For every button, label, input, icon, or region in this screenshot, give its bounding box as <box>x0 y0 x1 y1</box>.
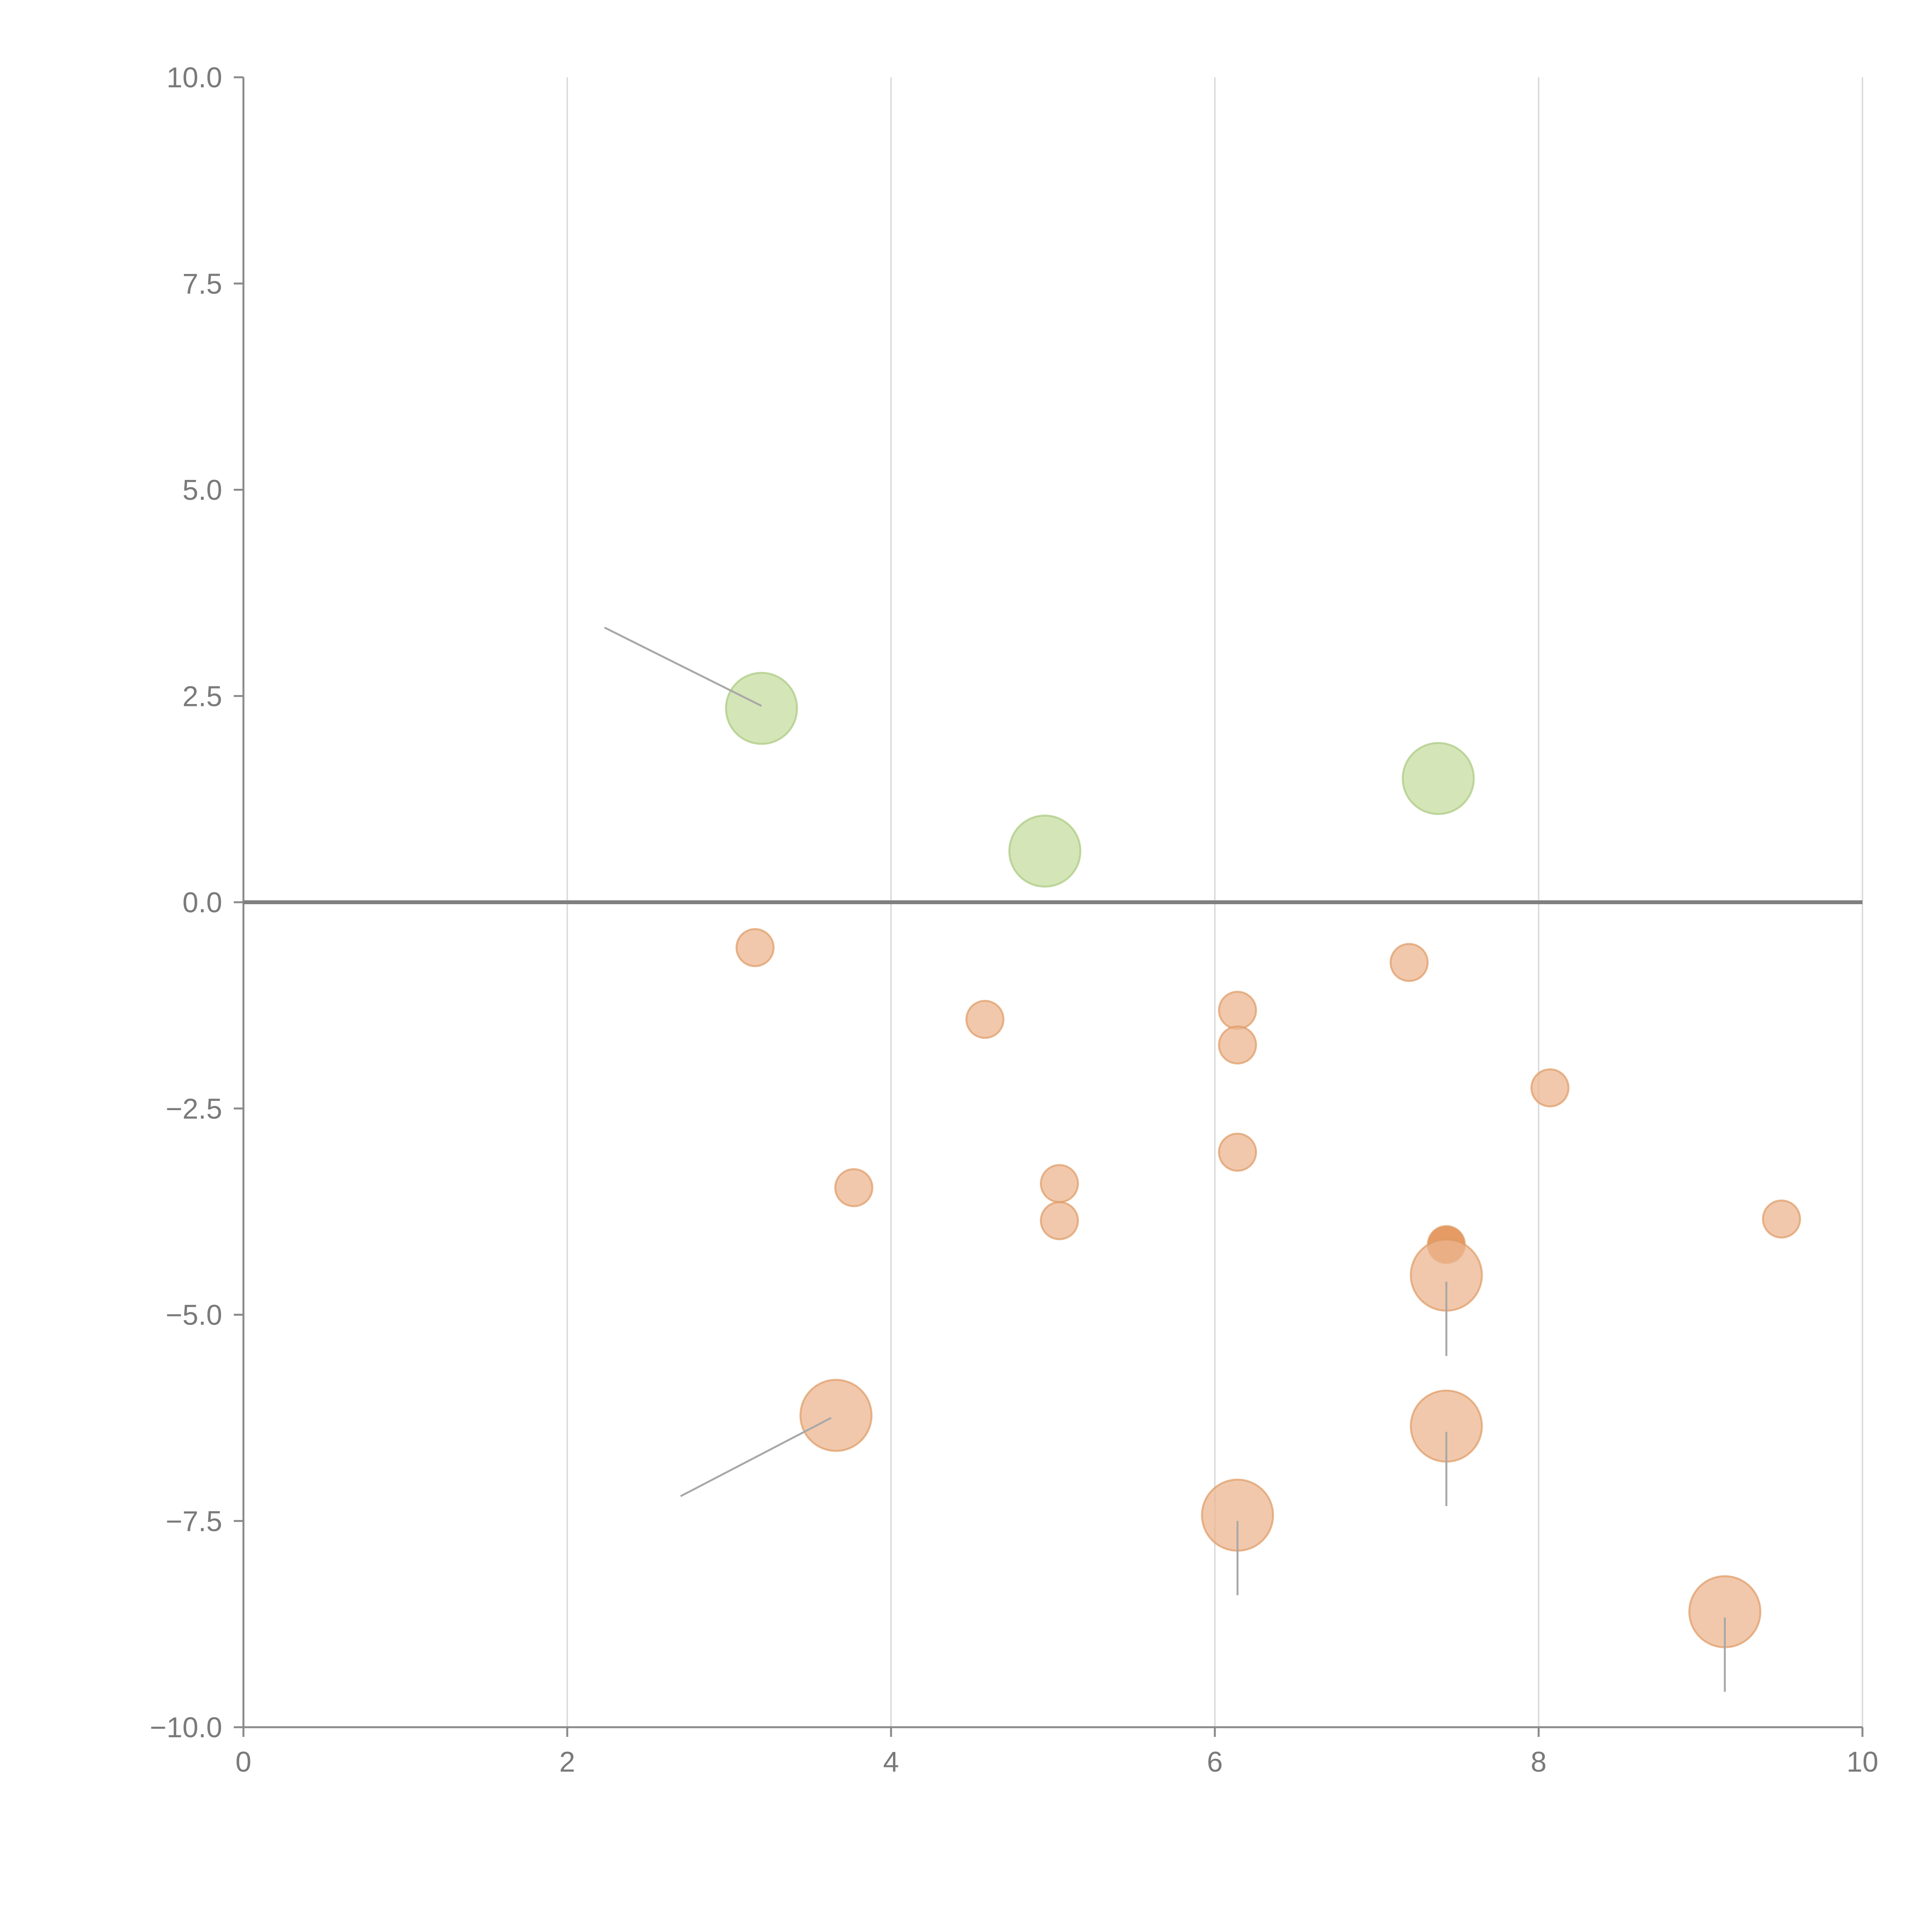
y-tick-label: 0.0 <box>182 886 222 918</box>
negative-point <box>1530 1068 1570 1107</box>
negative-point <box>799 1379 873 1452</box>
point-layer <box>725 672 1801 1648</box>
positive-point <box>1401 742 1475 815</box>
negative-point <box>1040 1201 1079 1240</box>
x-tick-label: 6 <box>1207 1746 1223 1778</box>
y-tick-label: 2.5 <box>182 680 222 712</box>
y-tick-label: −10.0 <box>150 1711 222 1743</box>
positive-point <box>725 672 798 745</box>
negative-point <box>1218 991 1257 1030</box>
negative-point <box>735 928 775 967</box>
x-tick-label: 0 <box>235 1746 251 1778</box>
y-tick-label: −2.5 <box>166 1093 222 1125</box>
x-tick-label: 2 <box>559 1746 575 1778</box>
y-tick-label: 7.5 <box>182 268 222 300</box>
y-tick-label: 5.0 <box>182 474 222 506</box>
x-tick-label: 8 <box>1531 1746 1546 1778</box>
negative-point <box>965 1000 1005 1039</box>
y-tick-label: 10.0 <box>167 61 222 94</box>
negative-point <box>1040 1164 1079 1203</box>
axis-layer <box>234 76 1864 1737</box>
negative-point <box>834 1168 874 1208</box>
positive-point <box>1008 815 1082 888</box>
negative-point <box>1389 943 1429 982</box>
annotation-leader-line <box>604 626 762 707</box>
x-tick-label: 4 <box>883 1746 899 1778</box>
y-tick-label: −7.5 <box>166 1505 222 1537</box>
x-tick-label: 10 <box>1847 1746 1878 1778</box>
y-tick-label: −5.0 <box>166 1299 222 1331</box>
negative-point <box>1218 1025 1257 1065</box>
negative-point <box>1218 1133 1257 1172</box>
annotation-leader-line <box>680 1417 832 1497</box>
leader-layer <box>604 626 1726 1692</box>
label-layer: 0 2 4 6 8 10 10.0 7.5 5.0 2.5 0.0 −2.5 −5.0 −7.5 −10.0 <box>150 61 1878 1778</box>
negative-point <box>1762 1199 1801 1239</box>
